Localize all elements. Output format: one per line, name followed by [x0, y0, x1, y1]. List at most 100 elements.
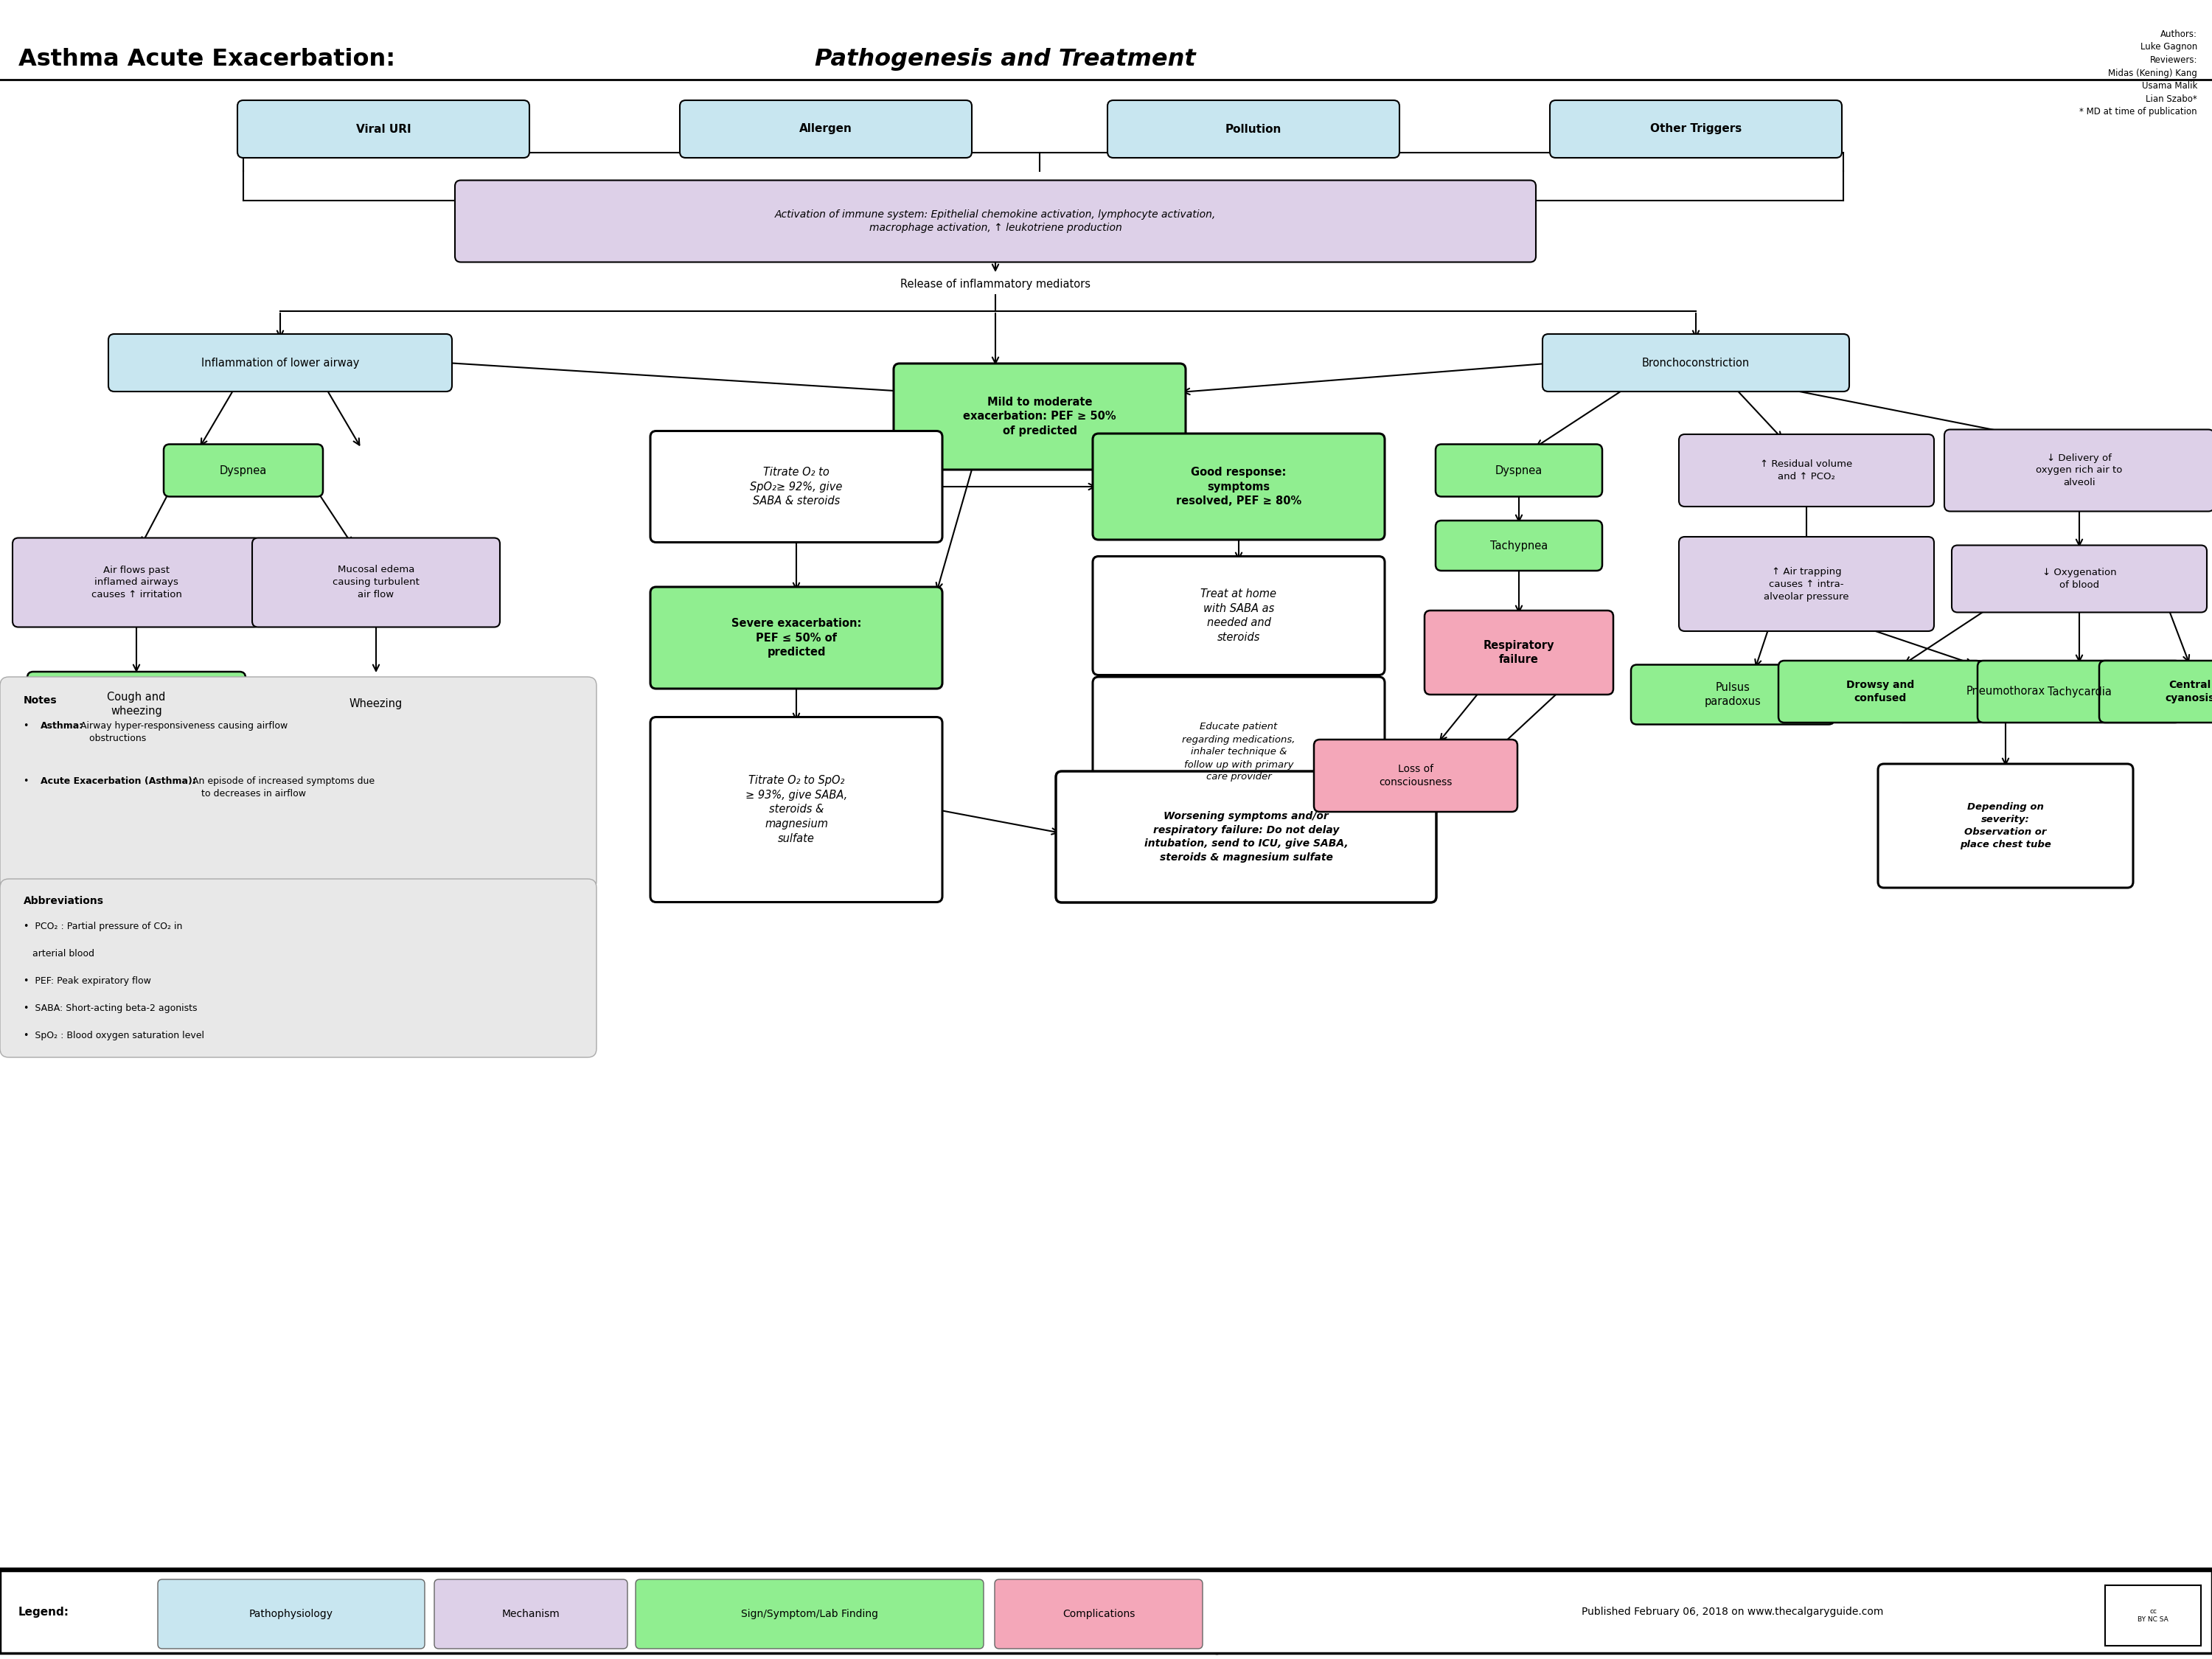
FancyBboxPatch shape — [1778, 660, 1982, 723]
FancyBboxPatch shape — [650, 717, 942, 902]
Text: cc
BY NC SA: cc BY NC SA — [2137, 1608, 2168, 1623]
Text: Viral URI: Viral URI — [356, 123, 411, 134]
Text: Pulsus
paradoxus: Pulsus paradoxus — [1705, 682, 1761, 707]
Text: Tachycardia: Tachycardia — [2048, 687, 2110, 697]
Text: ↓ Delivery of
oxygen rich air to
alveoli: ↓ Delivery of oxygen rich air to alveoli — [2035, 453, 2124, 488]
Text: ↑ Residual volume
and ↑ PCO₂: ↑ Residual volume and ↑ PCO₂ — [1761, 460, 1854, 481]
Text: •  PEF: Peak expiratory flow: • PEF: Peak expiratory flow — [24, 975, 150, 985]
Text: Notes: Notes — [24, 695, 58, 705]
Text: •  SpO₂ : Blood oxygen saturation level: • SpO₂ : Blood oxygen saturation level — [24, 1030, 204, 1040]
Text: •: • — [24, 776, 35, 786]
Text: Dyspnea: Dyspnea — [1495, 465, 1542, 476]
FancyBboxPatch shape — [679, 100, 971, 158]
FancyBboxPatch shape — [1093, 556, 1385, 675]
Text: Cough and
wheezing: Cough and wheezing — [106, 692, 166, 717]
FancyBboxPatch shape — [995, 1579, 1203, 1649]
Text: Abbreviations: Abbreviations — [24, 896, 104, 906]
Text: Sign/Symptom/Lab Finding: Sign/Symptom/Lab Finding — [741, 1609, 878, 1619]
FancyBboxPatch shape — [157, 1579, 425, 1649]
FancyBboxPatch shape — [1093, 433, 1385, 539]
Text: Loss of
consciousness: Loss of consciousness — [1378, 763, 1453, 788]
Text: Mechanism: Mechanism — [502, 1609, 560, 1619]
Text: Asthma Acute Exacerbation:: Asthma Acute Exacerbation: — [18, 48, 403, 71]
FancyBboxPatch shape — [1951, 546, 2208, 612]
Text: Educate patient
regarding medications,
inhaler technique &
follow up with primar: Educate patient regarding medications, i… — [1181, 722, 1296, 781]
Text: Airway hyper-responsiveness causing airflow
    obstructions: Airway hyper-responsiveness causing airf… — [77, 722, 288, 743]
FancyBboxPatch shape — [1436, 445, 1601, 496]
Text: Asthma:: Asthma: — [40, 722, 84, 730]
FancyBboxPatch shape — [237, 100, 529, 158]
Text: Pollution: Pollution — [1225, 123, 1281, 134]
FancyBboxPatch shape — [27, 672, 246, 737]
Text: Pathogenesis and Treatment: Pathogenesis and Treatment — [814, 48, 1197, 71]
Text: Central
cyanosis: Central cyanosis — [2166, 680, 2212, 703]
FancyBboxPatch shape — [1978, 660, 2181, 723]
Text: Severe exacerbation:
PEF ≤ 50% of
predicted: Severe exacerbation: PEF ≤ 50% of predic… — [732, 617, 860, 659]
Text: Legend:: Legend: — [18, 1606, 69, 1618]
Text: •  PCO₂ : Partial pressure of CO₂ in: • PCO₂ : Partial pressure of CO₂ in — [24, 922, 181, 931]
Text: Tachypnea: Tachypnea — [1491, 541, 1548, 551]
FancyBboxPatch shape — [456, 181, 1535, 262]
Text: Acute Exacerbation (Asthma):: Acute Exacerbation (Asthma): — [40, 776, 197, 786]
Bar — [0, 1571, 2212, 1652]
Bar — [2106, 1586, 2201, 1646]
FancyBboxPatch shape — [279, 679, 473, 730]
Text: Mucosal edema
causing turbulent
air flow: Mucosal edema causing turbulent air flow — [332, 566, 420, 601]
FancyBboxPatch shape — [1108, 100, 1400, 158]
Text: An episode of increased symptoms due
    to decreases in airflow: An episode of increased symptoms due to … — [190, 776, 374, 798]
Text: Good response:
symptoms
resolved, PEF ≥ 80%: Good response: symptoms resolved, PEF ≥ … — [1177, 466, 1301, 506]
Text: Wheezing: Wheezing — [349, 698, 403, 710]
Text: Bronchoconstriction: Bronchoconstriction — [1641, 357, 1750, 368]
Text: Pneumothorax: Pneumothorax — [1966, 687, 2046, 697]
Text: Other Triggers: Other Triggers — [1650, 123, 1741, 134]
FancyBboxPatch shape — [1425, 611, 1613, 695]
Text: arterial blood: arterial blood — [24, 949, 95, 959]
Text: •: • — [24, 722, 35, 730]
FancyBboxPatch shape — [1630, 665, 1834, 725]
Text: Release of inflammatory mediators: Release of inflammatory mediators — [900, 279, 1091, 289]
FancyBboxPatch shape — [1878, 763, 2132, 888]
Text: Depending on
severity:
Observation or
place chest tube: Depending on severity: Observation or pl… — [1960, 803, 2051, 849]
Text: Allergen: Allergen — [799, 123, 852, 134]
FancyBboxPatch shape — [1551, 100, 1843, 158]
Text: ↓ Oxygenation
of blood: ↓ Oxygenation of blood — [2042, 567, 2117, 591]
Text: Published February 06, 2018 on www.thecalgaryguide.com: Published February 06, 2018 on www.theca… — [1582, 1606, 1885, 1618]
FancyBboxPatch shape — [2099, 660, 2212, 723]
FancyBboxPatch shape — [0, 677, 597, 889]
FancyBboxPatch shape — [1436, 521, 1601, 571]
Text: ↑ Air trapping
causes ↑ intra-
alveolar pressure: ↑ Air trapping causes ↑ intra- alveolar … — [1763, 567, 1849, 601]
FancyBboxPatch shape — [635, 1579, 984, 1649]
Text: Authors:
Luke Gagnon
Reviewers:
Midas (Kening) Kang
Usama Malik
Lian Szabo*
* MD: Authors: Luke Gagnon Reviewers: Midas (K… — [2079, 30, 2197, 116]
FancyBboxPatch shape — [650, 587, 942, 688]
FancyBboxPatch shape — [108, 333, 451, 392]
Text: Dyspnea: Dyspnea — [219, 465, 268, 476]
FancyBboxPatch shape — [650, 431, 942, 542]
FancyBboxPatch shape — [1055, 771, 1436, 902]
Text: Mild to moderate
exacerbation: PEF ≥ 50%
of predicted: Mild to moderate exacerbation: PEF ≥ 50%… — [962, 397, 1117, 436]
FancyBboxPatch shape — [1679, 435, 1933, 506]
Text: Titrate O₂ to
SpO₂≥ 92%, give
SABA & steroids: Titrate O₂ to SpO₂≥ 92%, give SABA & ste… — [750, 466, 843, 506]
Text: Treat at home
with SABA as
needed and
steroids: Treat at home with SABA as needed and st… — [1201, 589, 1276, 644]
FancyBboxPatch shape — [434, 1579, 628, 1649]
Text: Air flows past
inflamed airways
causes ↑ irritation: Air flows past inflamed airways causes ↑… — [91, 566, 181, 601]
FancyBboxPatch shape — [1944, 430, 2212, 511]
FancyBboxPatch shape — [0, 879, 597, 1057]
Text: Pathophysiology: Pathophysiology — [250, 1609, 334, 1619]
FancyBboxPatch shape — [1679, 538, 1933, 630]
Text: Inflammation of lower airway: Inflammation of lower airway — [201, 357, 358, 368]
Text: •  SABA: Short-acting beta-2 agonists: • SABA: Short-acting beta-2 agonists — [24, 1004, 197, 1014]
FancyBboxPatch shape — [1896, 660, 2115, 723]
FancyBboxPatch shape — [1542, 333, 1849, 392]
Text: Worsening symptoms and/or
respiratory failure: Do not delay
intubation, send to : Worsening symptoms and/or respiratory fa… — [1144, 811, 1347, 863]
FancyBboxPatch shape — [1314, 740, 1517, 811]
FancyBboxPatch shape — [894, 363, 1186, 469]
Text: Drowsy and
confused: Drowsy and confused — [1847, 680, 1913, 703]
FancyBboxPatch shape — [164, 445, 323, 496]
Text: Titrate O₂ to SpO₂
≥ 93%, give SABA,
steroids &
magnesium
sulfate: Titrate O₂ to SpO₂ ≥ 93%, give SABA, ste… — [745, 775, 847, 844]
Text: Complications: Complications — [1062, 1609, 1135, 1619]
Text: Respiratory
failure: Respiratory failure — [1484, 640, 1555, 665]
FancyBboxPatch shape — [13, 538, 261, 627]
FancyBboxPatch shape — [1093, 677, 1385, 828]
FancyBboxPatch shape — [252, 538, 500, 627]
Text: Activation of immune system: Epithelial chemokine activation, lymphocyte activat: Activation of immune system: Epithelial … — [774, 209, 1217, 234]
